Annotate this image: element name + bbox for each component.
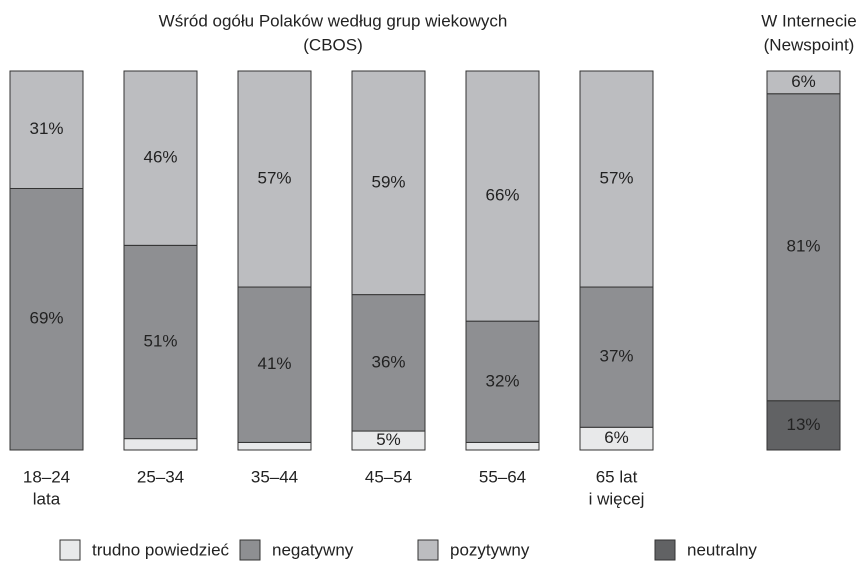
value-label: 41% xyxy=(257,354,291,373)
x-tick-label: 45–54 xyxy=(365,467,412,486)
chart-subtitle: (CBOS) xyxy=(303,35,363,54)
value-label: 51% xyxy=(143,331,177,350)
x-tick-label: 55–64 xyxy=(479,467,526,486)
legend-swatch xyxy=(417,539,439,561)
value-label: 5% xyxy=(376,430,401,449)
bar-segment xyxy=(766,70,841,95)
x-tick-label: lata xyxy=(33,489,61,508)
bar-segment xyxy=(123,70,198,246)
value-label: 57% xyxy=(257,168,291,187)
bar-segment xyxy=(465,320,540,443)
bar-segment xyxy=(465,70,540,322)
legend-label: neutralny xyxy=(687,540,757,559)
value-label: 59% xyxy=(371,172,405,191)
value-label: 57% xyxy=(599,168,633,187)
bar-segment xyxy=(237,70,312,288)
legend-swatch xyxy=(654,539,676,561)
value-label: 13% xyxy=(786,415,820,434)
bar-segment xyxy=(9,70,84,189)
value-label: 6% xyxy=(791,72,816,91)
value-label: 81% xyxy=(786,237,820,256)
x-tick-label: 35–44 xyxy=(251,467,298,486)
chart-title: Wśród ogółu Polaków według grup wiekowyc… xyxy=(159,11,508,30)
bar-segment xyxy=(9,187,84,451)
x-tick-label: 65 lat xyxy=(596,467,638,486)
value-label: 36% xyxy=(371,352,405,371)
chart-title: W Internecie xyxy=(761,11,856,30)
legend-label: pozytywny xyxy=(450,540,530,559)
value-label: 46% xyxy=(143,148,177,167)
value-label: 69% xyxy=(29,309,63,328)
value-label: 31% xyxy=(29,119,63,138)
bar-segment xyxy=(237,441,312,451)
x-tick-label: 25–34 xyxy=(137,467,184,486)
x-tick-label: 18–24 xyxy=(23,467,70,486)
bar-segment xyxy=(123,244,198,440)
x-tick-label: i więcej xyxy=(589,489,645,508)
bar-segment xyxy=(766,400,841,451)
legend-label: trudno powiedzieć xyxy=(92,540,230,559)
bar-segment xyxy=(123,438,198,451)
value-label: 66% xyxy=(485,186,519,205)
value-label: 32% xyxy=(485,371,519,390)
value-label: 37% xyxy=(599,347,633,366)
bar-segment xyxy=(351,294,426,432)
bar-segment xyxy=(465,441,540,451)
legend-label: negatywny xyxy=(272,540,354,559)
bar-segment xyxy=(351,70,426,296)
chart-subtitle: (Newspoint) xyxy=(764,35,855,54)
bar-segment xyxy=(579,286,654,428)
value-label: 6% xyxy=(604,428,629,447)
legend-swatch xyxy=(239,539,261,561)
bar-segment xyxy=(579,70,654,288)
legend-swatch xyxy=(59,539,81,561)
